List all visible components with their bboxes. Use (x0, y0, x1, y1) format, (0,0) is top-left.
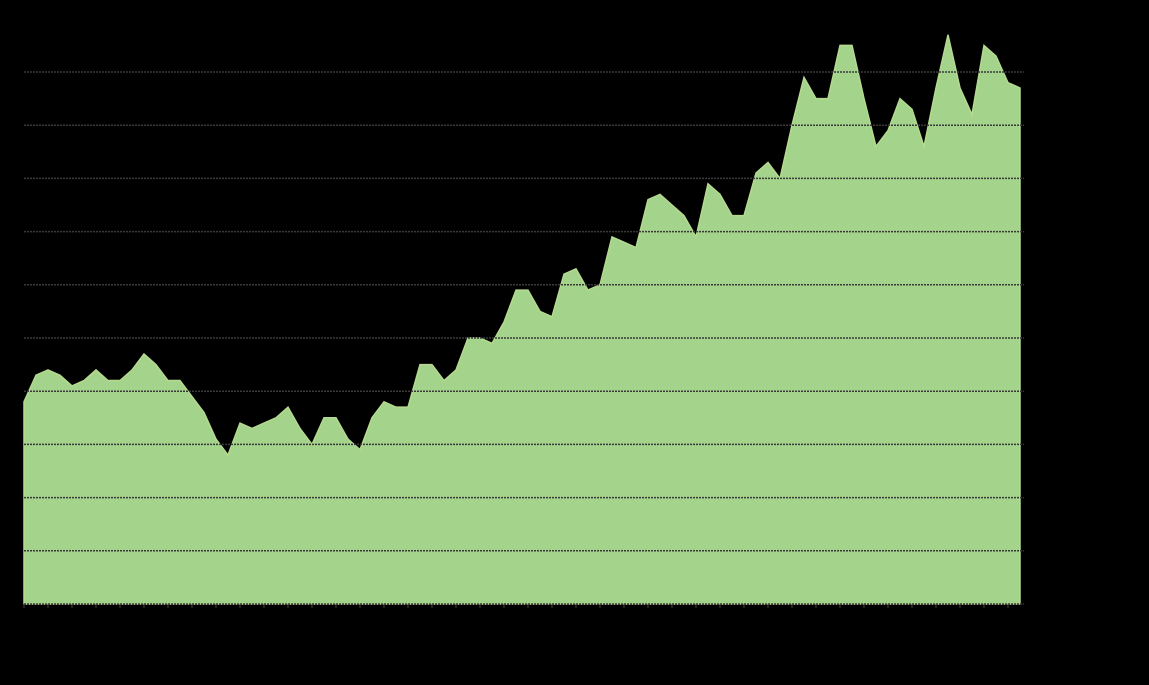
x-tick-label: 26 (330, 612, 342, 624)
x-tick-label: 8 (117, 612, 123, 624)
x-tick-label: 52 (642, 612, 654, 624)
y-tick-label: 10 (6, 66, 18, 78)
x-tick-label: 40 (498, 612, 510, 624)
x-tick-label: 12 (162, 612, 174, 624)
x-tick-label: 20 (258, 612, 270, 624)
x-tick-label: 6 (93, 612, 99, 624)
x-tick-label: 56 (690, 612, 702, 624)
x-tick-label: 60 (738, 612, 750, 624)
x-tick-label: 18 (234, 612, 246, 624)
x-tick-label: 54 (666, 612, 678, 624)
y-tick-label: 3 (12, 438, 18, 450)
x-tick-label: 30 (378, 612, 390, 624)
x-tick-label: 48 (594, 612, 606, 624)
x-tick-label: 72 (882, 612, 894, 624)
x-tick-label: 34 (426, 612, 438, 624)
x-tick-label: 22 (282, 612, 294, 624)
x-tick-label: 24 (306, 612, 318, 624)
x-tick-label: 58 (714, 612, 726, 624)
x-tick-label: 50 (618, 612, 630, 624)
y-tick-label: 7 (12, 226, 18, 238)
x-tick-label: 32 (402, 612, 414, 624)
x-tick-label: 64 (786, 612, 798, 624)
x-tick-label: 0 (21, 612, 27, 624)
x-tick-label: 80 (978, 612, 990, 624)
x-tick-label: 28 (354, 612, 366, 624)
y-tick-label: 0 (12, 598, 18, 610)
x-tick-label: 62 (762, 612, 774, 624)
y-tick-label: 9 (12, 119, 18, 131)
x-tick-label: 74 (906, 612, 918, 624)
x-tick-label: 66 (810, 612, 822, 624)
y-tick-label: 8 (12, 172, 18, 184)
y-tick-label: 2 (12, 492, 18, 504)
x-tick-label: 4 (69, 612, 75, 624)
x-tick-label: 44 (546, 612, 558, 624)
x-tick-label: 2 (45, 612, 51, 624)
x-tick-label: 38 (474, 612, 486, 624)
x-tick-label: 68 (834, 612, 846, 624)
x-tick-label: 16 (210, 612, 222, 624)
x-tick-label: 46 (570, 612, 582, 624)
area (23, 34, 1021, 605)
x-tick-label: 82 (1002, 612, 1014, 624)
x-tick-label: 70 (858, 612, 870, 624)
x-tick-label: 14 (186, 612, 198, 624)
y-tick-label: 6 (12, 279, 18, 291)
x-tick-label: 10 (138, 612, 150, 624)
y-tick-label: 5 (12, 332, 18, 344)
y-tick-label: 4 (12, 385, 18, 397)
x-tick-label: 78 (954, 612, 966, 624)
x-tick-label: 42 (522, 612, 534, 624)
x-tick-label: 76 (930, 612, 942, 624)
x-tick-label: 36 (450, 612, 462, 624)
y-tick-label: 1 (12, 545, 18, 557)
